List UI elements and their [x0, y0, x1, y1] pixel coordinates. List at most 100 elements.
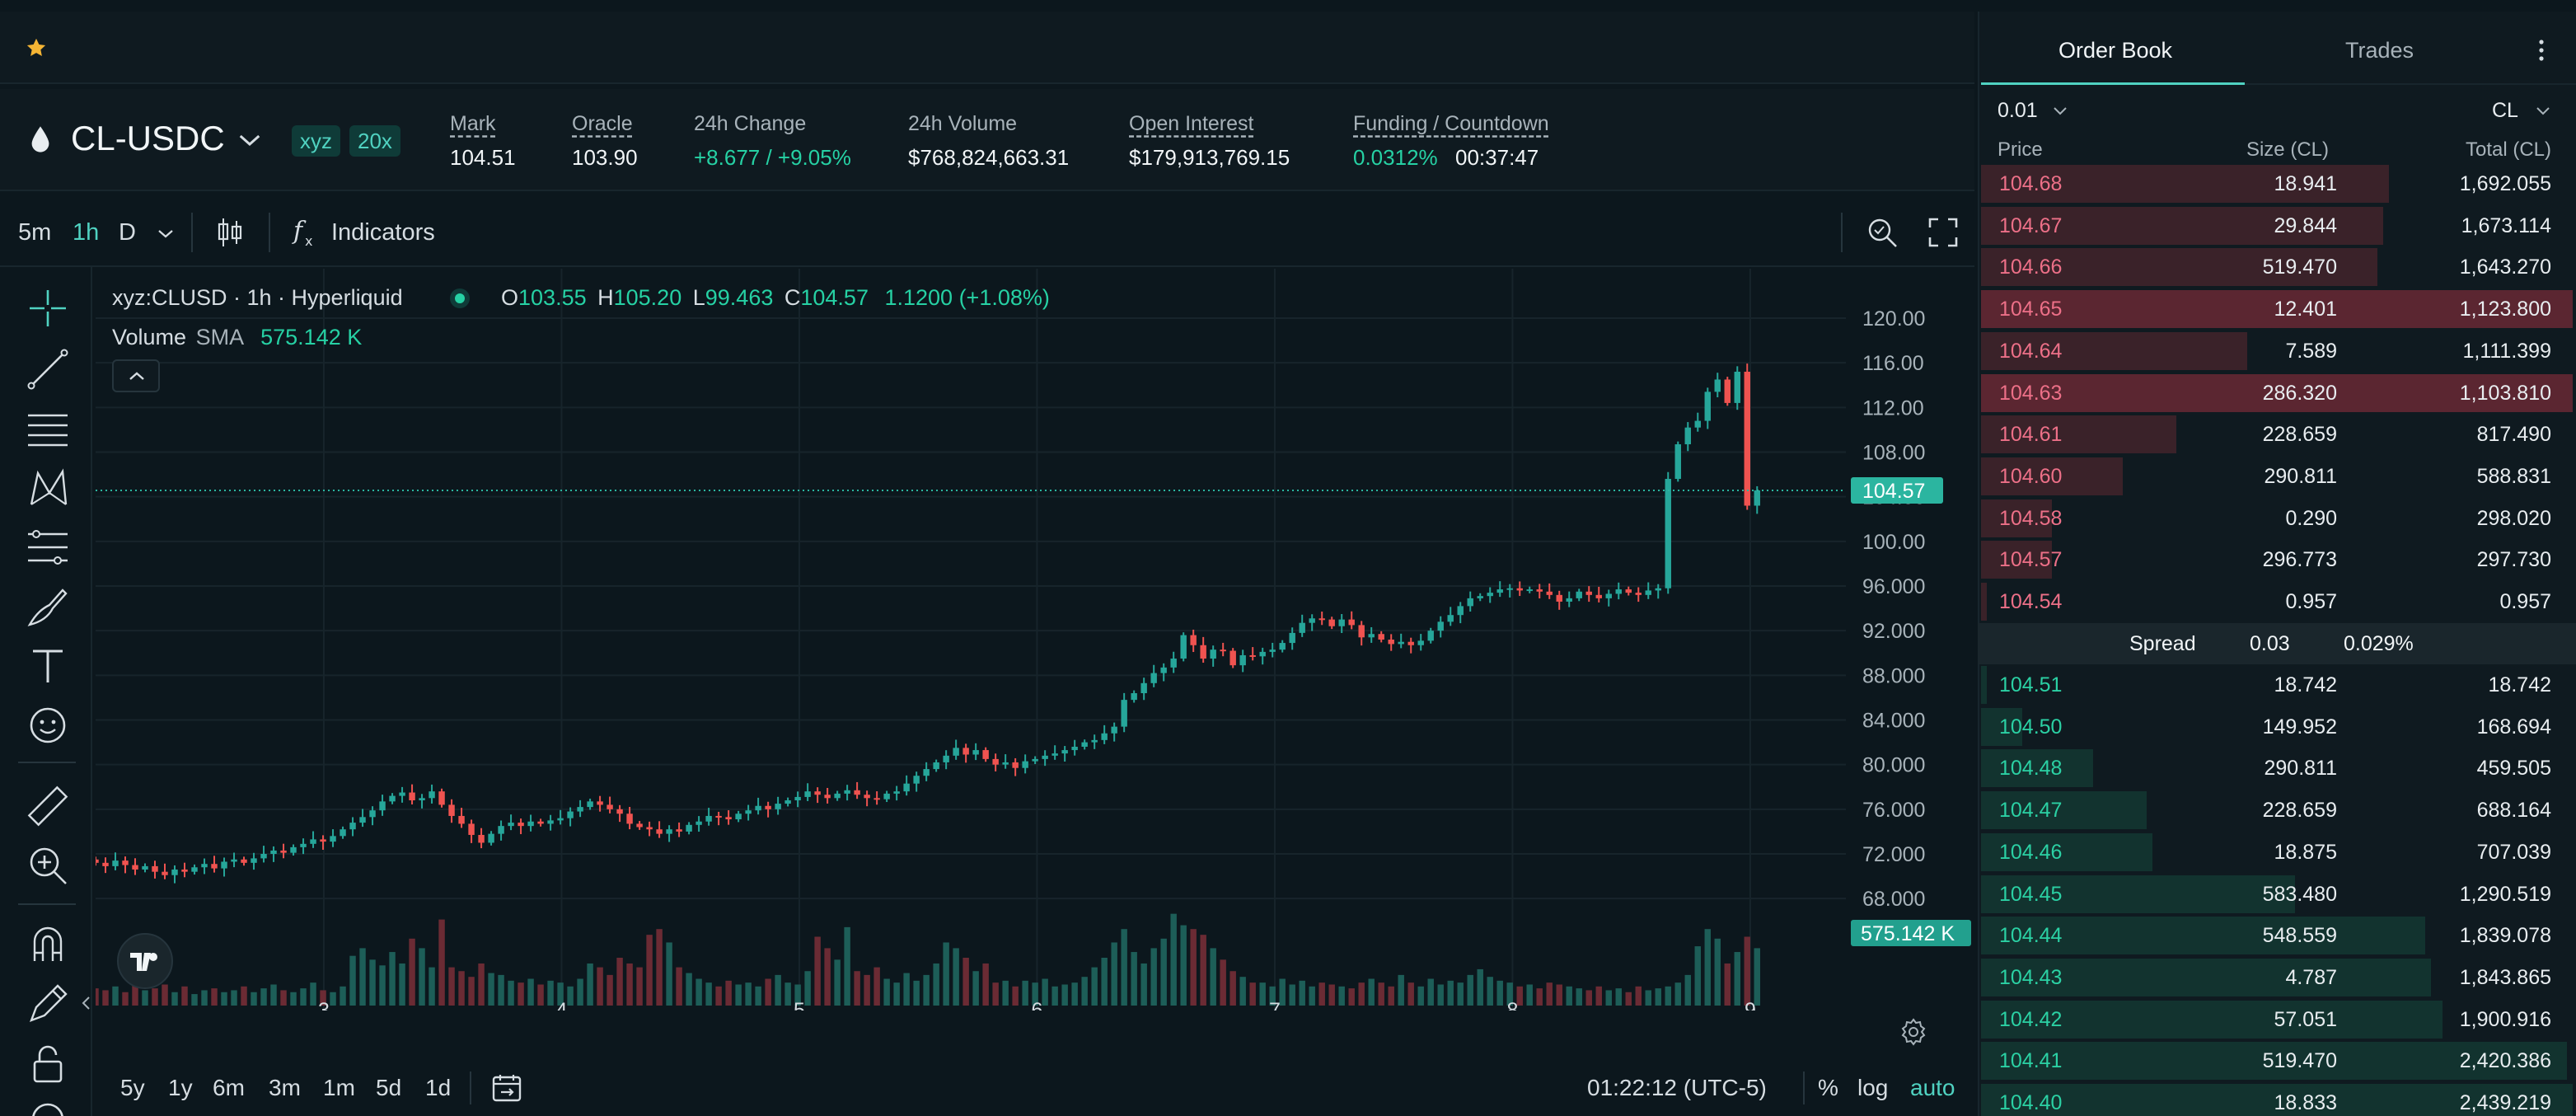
col-price-header: Price [1998, 138, 2043, 161]
zoom-in-icon[interactable] [25, 842, 71, 889]
range-1d[interactable]: 1d [425, 1075, 452, 1100]
ask-row[interactable]: 104.64 7.589 1,111.399 [1978, 331, 2576, 372]
ask-row[interactable]: 104.66 519.470 1,643.270 [1978, 246, 2576, 288]
bid-row[interactable]: 104.45 583.480 1,290.519 [1978, 874, 2576, 915]
chart-canvas[interactable]: 120.00116.00112.00108.00104.00100.0096.0… [92, 269, 1974, 1022]
symbol-chevron-down-icon[interactable] [237, 130, 262, 150]
bid-row[interactable]: 104.47 228.659 688.164 [1978, 790, 2576, 831]
horizontal-lines-icon[interactable] [25, 406, 71, 452]
crosshair-icon[interactable] [25, 285, 71, 331]
ruler-icon[interactable] [25, 783, 71, 829]
tick-size-chevron-down-icon[interactable] [2052, 106, 2068, 117]
log-scale-toggle[interactable]: log [1857, 1075, 1889, 1100]
volume-bar [705, 982, 712, 1006]
volume-bar [1388, 986, 1394, 1006]
volume-bar [211, 988, 218, 1006]
candle-body [1437, 621, 1444, 631]
fullscreen-icon[interactable] [1928, 218, 1958, 247]
ask-row[interactable]: 104.58 0.290 298.020 [1978, 498, 2576, 539]
trendline-icon[interactable] [25, 346, 71, 392]
chart-legend-title[interactable]: xyz:CLUSD · 1h · Hyperliquid [112, 285, 403, 310]
interval-1h[interactable]: 1h [73, 219, 100, 246]
ask-price: 104.64 [1999, 339, 2063, 363]
auto-scale-toggle[interactable]: auto [1910, 1075, 1955, 1100]
chart-settings-gear-icon[interactable] [1899, 1017, 1928, 1047]
bid-row[interactable]: 104.48 290.811 459.505 [1978, 748, 2576, 789]
range-5y[interactable]: 5y [120, 1075, 145, 1100]
interval-5m[interactable]: 5m [18, 219, 52, 246]
magnet-icon[interactable] [25, 921, 71, 968]
unit-chevron-down-icon[interactable] [2535, 106, 2551, 117]
collapse-legend-button[interactable] [112, 359, 160, 392]
visibility-icon[interactable] [25, 1096, 71, 1116]
ask-row[interactable]: 104.57 296.773 297.730 [1978, 539, 2576, 580]
tab-trades[interactable]: Trades [2345, 38, 2414, 63]
tools-divider [18, 903, 76, 905]
bid-row[interactable]: 104.41 519.470 2,420.386 [1978, 1040, 2576, 1081]
candle-body [735, 814, 742, 820]
bid-row[interactable]: 104.46 18.875 707.039 [1978, 832, 2576, 873]
interval-d[interactable]: D [119, 219, 136, 246]
range-1y[interactable]: 1y [168, 1075, 193, 1100]
percent-scale-toggle[interactable]: % [1818, 1075, 1838, 1100]
ask-row[interactable]: 104.68 18.941 1,692.055 [1978, 163, 2576, 204]
range-6m[interactable]: 6m [213, 1075, 245, 1100]
leverage-badge[interactable]: 20x [349, 125, 400, 157]
stat-label[interactable]: Mark [450, 112, 496, 135]
text-tool-icon[interactable] [25, 643, 71, 689]
bid-row[interactable]: 104.44 548.559 1,839.078 [1978, 915, 2576, 956]
lock-icon[interactable] [25, 1040, 71, 1086]
symbol-name[interactable]: CL-USDC [71, 119, 225, 157]
tradingview-logo[interactable] [117, 933, 173, 989]
collapse-chevron-left-icon[interactable] [81, 994, 92, 1012]
zoom-magnifier-icon[interactable] [1866, 216, 1899, 249]
bid-row[interactable]: 104.51 18.742 18.742 [1978, 664, 2576, 706]
brush-icon[interactable] [25, 584, 71, 630]
candle-body [1398, 641, 1404, 645]
range-5d[interactable]: 5d [376, 1075, 402, 1100]
pattern-tool-icon[interactable] [25, 465, 71, 511]
more-options-icon[interactable] [2535, 38, 2548, 63]
ask-row[interactable]: 104.61 228.659 817.490 [1978, 414, 2576, 455]
favorite-star-icon[interactable] [25, 36, 48, 59]
bid-row[interactable]: 104.43 4.787 1,843.865 [1978, 957, 2576, 998]
candlestick-type-icon[interactable] [214, 216, 246, 249]
bid-row[interactable]: 104.50 149.952 168.694 [1978, 706, 2576, 748]
ask-row[interactable]: 104.63 286.320 1,103.810 [1978, 373, 2576, 414]
bid-row[interactable]: 104.42 57.051 1,900.916 [1978, 999, 2576, 1040]
ask-row[interactable]: 104.60 290.811 588.831 [1978, 456, 2576, 497]
draw-mode-icon[interactable] [25, 981, 71, 1027]
bid-total: 688.164 [2476, 799, 2551, 823]
chart-clock[interactable]: 01:22:12 (UTC-5) [1587, 1075, 1767, 1100]
range-3m[interactable]: 3m [269, 1075, 301, 1100]
ask-row[interactable]: 104.65 12.401 1,123.800 [1978, 288, 2576, 330]
range-1m[interactable]: 1m [323, 1075, 355, 1100]
ask-row[interactable]: 104.54 0.957 0.957 [1978, 581, 2576, 622]
date-range-calendar-icon[interactable] [491, 1073, 524, 1103]
unit-select[interactable]: CL [2492, 99, 2518, 122]
fx-indicators-icon[interactable]: f x [292, 214, 320, 251]
ask-total: 1,103.810 [2459, 381, 2551, 405]
stat-label[interactable]: Funding / Countdown [1353, 112, 1549, 135]
price-chart[interactable]: 120.00116.00112.00108.00104.00100.0096.0… [92, 269, 1974, 1022]
last-price-marker[interactable] [1851, 476, 1943, 504]
indicators-button[interactable]: Indicators [331, 219, 435, 246]
fib-retracement-icon[interactable] [25, 524, 71, 570]
interval-chevron-down-icon[interactable] [157, 227, 175, 241]
ask-row[interactable]: 104.67 29.844 1,673.114 [1978, 205, 2576, 246]
candle-body [1002, 762, 1009, 765]
stat-label[interactable]: Open Interest [1129, 112, 1254, 135]
emoji-icon[interactable] [25, 702, 71, 748]
stat-label[interactable]: Oracle [572, 112, 633, 135]
bid-row[interactable]: 104.40 18.833 2,439.219 [1978, 1082, 2576, 1116]
tick-size-select[interactable]: 0.01 [1998, 99, 2038, 122]
tab-order-book[interactable]: Order Book [2058, 38, 2173, 63]
candle-body [1239, 654, 1246, 666]
volume-legend-label[interactable]: Volume [112, 325, 187, 349]
candle-body [577, 807, 583, 812]
ohlc-close-value: 104.57 [800, 285, 869, 310]
x-axis-tick-label: 9 [1745, 999, 1756, 1010]
volume-marker[interactable] [1851, 920, 1971, 946]
volume-bar [122, 992, 129, 1006]
ask-depth-bar [1981, 541, 2052, 579]
